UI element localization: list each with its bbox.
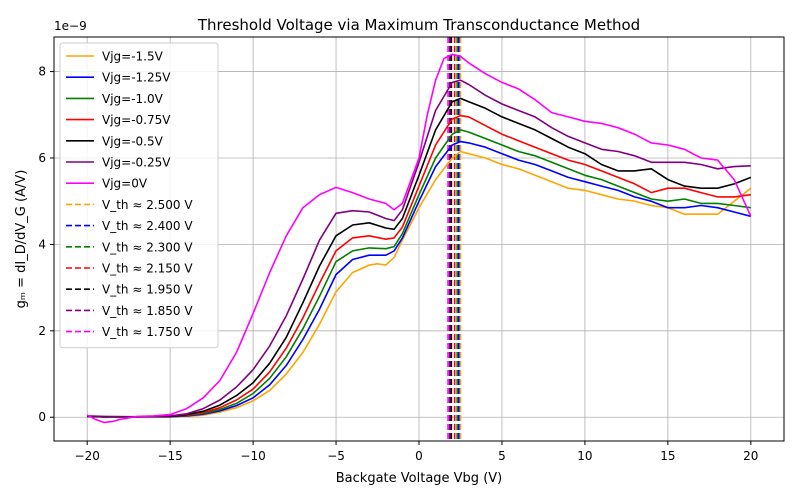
y-ticks: 0 2 4 6 8 — [38, 65, 54, 424]
threshold-lines — [447, 37, 462, 441]
series-line — [87, 140, 752, 418]
legend: Vjg=-1.5V Vjg=-1.25V Vjg=-1.0V Vjg=-0.75V Vj… — [59, 42, 219, 349]
legend-label: Vjg=-0.75V — [102, 113, 171, 127]
series-line — [87, 129, 751, 418]
series-line — [86, 53, 752, 424]
legend-label: Vjg=-1.5V — [102, 50, 164, 64]
y-tick-label: 8 — [38, 65, 46, 79]
y-axis-label: gₘ = dI_D/dV_G (A/V) — [14, 170, 29, 309]
series-line — [87, 150, 752, 418]
legend-box — [59, 42, 219, 349]
legend-label: Vjg=-1.25V — [102, 71, 171, 85]
series-lines — [86, 53, 752, 424]
x-tick-label: −15 — [157, 449, 182, 463]
y-tick-label: 2 — [38, 324, 46, 338]
legend-label: V_th ≈ 2.150 V — [102, 262, 193, 276]
legend-label: V_th ≈ 2.500 V — [102, 198, 193, 212]
plot-frame — [53, 36, 785, 442]
legend-label: V_th ≈ 2.300 V — [102, 240, 193, 254]
x-tick-label: −5 — [327, 449, 345, 463]
series-line — [87, 114, 751, 418]
y-tick-label: 4 — [38, 237, 46, 251]
legend-label: Vjg=-0.5V — [102, 134, 164, 148]
series-line — [87, 97, 752, 418]
y-tick-label: 6 — [38, 151, 46, 165]
legend-label: V_th ≈ 2.400 V — [102, 219, 193, 233]
legend-label: V_th ≈ 1.750 V — [102, 325, 193, 339]
x-tick-label: −10 — [240, 449, 265, 463]
x-ticks: −20 −15 −10 −5 0 5 10 15 20 — [75, 441, 758, 463]
legend-label: V_th ≈ 1.950 V — [102, 283, 193, 297]
legend-label: Vjg=0V — [102, 177, 148, 191]
x-axis-label: Backgate Voltage Vbg (V) — [336, 471, 502, 486]
legend-label: V_th ≈ 1.850 V — [102, 304, 193, 318]
series-line — [87, 79, 751, 418]
chart-title: Threshold Voltage via Maximum Transcondu… — [197, 16, 640, 34]
x-tick-label: 10 — [577, 449, 592, 463]
x-tick-label: 15 — [660, 449, 675, 463]
x-tick-label: 20 — [743, 449, 758, 463]
y-offset-label: 1e−9 — [54, 19, 87, 33]
y-tick-label: 0 — [38, 410, 46, 424]
x-tick-label: −20 — [75, 449, 100, 463]
x-tick-label: 5 — [498, 449, 506, 463]
legend-label: Vjg=-1.0V — [102, 92, 164, 106]
legend-label: Vjg=-0.25V — [102, 156, 171, 170]
x-tick-label: 0 — [415, 449, 423, 463]
